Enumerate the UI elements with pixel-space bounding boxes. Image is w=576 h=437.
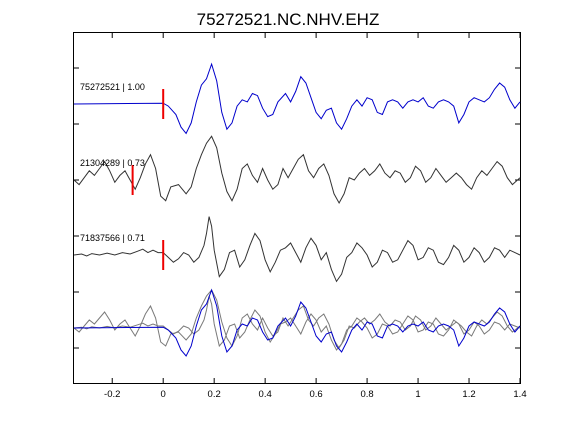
overlay-trace-line (73, 288, 521, 357)
x-tick-label: 0.6 (310, 389, 323, 400)
overlay-trace-line (73, 289, 521, 349)
trace-label: 71837566 | 0.71 (80, 233, 145, 243)
overlay-trace-line (73, 295, 521, 351)
x-tick-label: 0.8 (360, 389, 373, 400)
trace-label: 75272521 | 1.00 (80, 82, 145, 92)
trace-line (73, 135, 521, 205)
x-tick-label: 0 (161, 389, 166, 400)
x-tick-label: 1.4 (513, 389, 526, 400)
trace-line (73, 216, 521, 283)
x-axis: -0.2 0 0.2 0.4 0.6 0.8 1 1.2 1.4 (74, 33, 527, 400)
trace-label: 21304289 | 0.73 (80, 158, 145, 168)
x-tick-label: 0.2 (208, 389, 221, 400)
trace-stack: 75272521 | 1.00 21304289 | 0.73 71837566 |… (73, 62, 521, 357)
chart-title: 75272521.NC.NHV.EHZ (197, 10, 380, 29)
x-tick-label: 1.2 (462, 389, 475, 400)
x-tick-label: 1 (415, 389, 420, 400)
x-tick-label: 0.4 (259, 389, 272, 400)
plot-frame (73, 32, 521, 384)
trace-line (73, 62, 521, 135)
x-tick-label: -0.2 (104, 389, 120, 400)
